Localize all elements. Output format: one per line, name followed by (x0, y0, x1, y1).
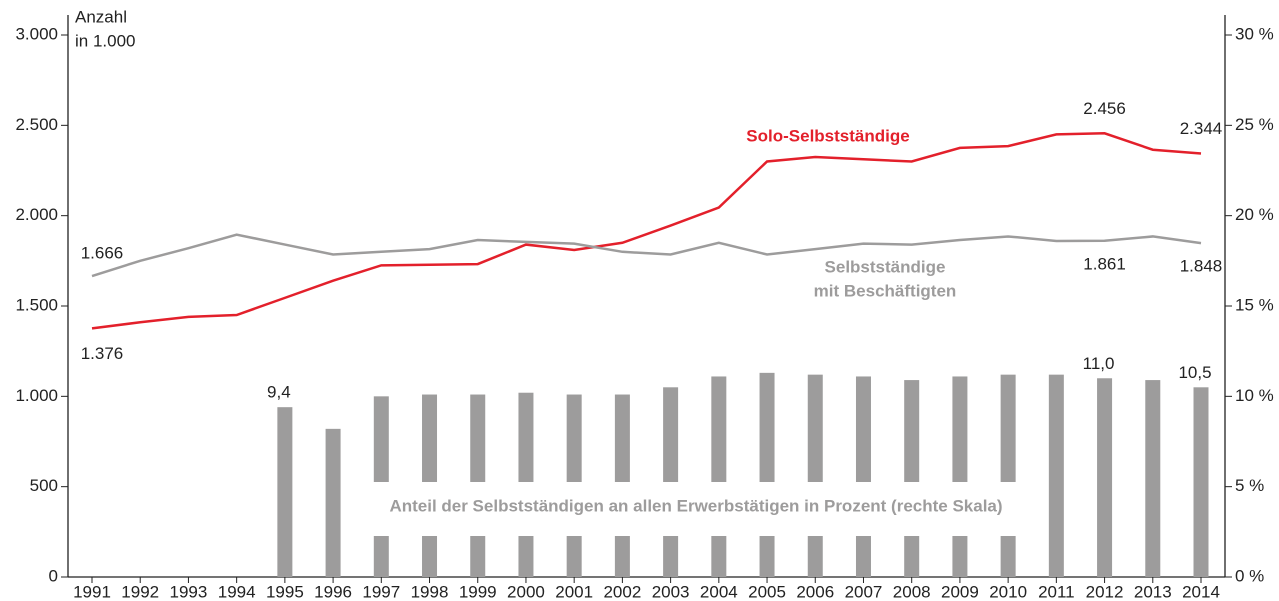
bar (277, 407, 293, 577)
x-tick-label: 1999 (459, 582, 497, 601)
data-label: 1.848 (1180, 257, 1223, 276)
label-background (345, 482, 1030, 536)
x-tick-label: 2011 (1038, 582, 1075, 601)
series-label: Solo-Selbstständige (746, 126, 909, 145)
y-tick-label: 2.000 (15, 205, 58, 224)
x-tick-label: 2014 (1182, 582, 1220, 601)
data-label: 1.666 (81, 243, 124, 262)
line (91, 233, 1202, 278)
series-label: Anteil der Selbstständigen an allen Erwe… (389, 496, 1002, 515)
x-tick-label: 2005 (748, 582, 786, 601)
x-tick-label: 1997 (362, 582, 400, 601)
y2-tick-label: 5 % (1235, 476, 1264, 495)
x-tick-label: 2007 (845, 582, 883, 601)
series-label: Selbstständige (825, 257, 946, 276)
y2-tick-label: 30 % (1235, 24, 1274, 43)
y-tick-label: 500 (30, 476, 58, 495)
bar (855, 376, 871, 577)
x-tick-label: 2010 (989, 582, 1027, 601)
bar (952, 376, 968, 577)
bar (1193, 387, 1209, 577)
bar (1145, 380, 1161, 577)
x-tick-label: 2002 (603, 582, 641, 601)
x-tick-label: 2003 (652, 582, 690, 601)
x-tick-label: 2004 (700, 582, 738, 601)
x-tick-label: 2012 (1086, 582, 1124, 601)
bar (1048, 374, 1064, 577)
bar (711, 376, 727, 577)
y-axis-label: Anzahl (75, 7, 127, 26)
line (91, 132, 1202, 330)
y2-tick-label: 10 % (1235, 386, 1274, 405)
y2-tick-label: 25 % (1235, 115, 1274, 134)
y-tick-label: 3.000 (15, 24, 58, 43)
y2-tick-label: 20 % (1235, 205, 1274, 224)
x-tick-label: 2001 (555, 582, 593, 601)
x-tick-label: 2008 (893, 582, 931, 601)
data-label: 1.861 (1083, 254, 1126, 273)
x-tick-label: 1996 (314, 582, 352, 601)
x-tick-label: 2013 (1134, 582, 1172, 601)
data-label: 1.376 (81, 344, 124, 363)
data-label: 10,5 (1178, 363, 1211, 382)
bar (904, 380, 920, 577)
bar (759, 372, 775, 577)
x-tick-label: 1991 (73, 582, 111, 601)
y2-tick-label: 0 % (1235, 566, 1264, 585)
data-label: 2.456 (1083, 99, 1126, 118)
y-tick-label: 2.500 (15, 115, 58, 134)
x-tick-label: 2009 (941, 582, 979, 601)
x-tick-label: 1995 (266, 582, 304, 601)
y-tick-label: 1.000 (15, 386, 58, 405)
y-tick-label: 1.500 (15, 295, 58, 314)
bar (1000, 374, 1016, 577)
data-label: 9,4 (267, 383, 291, 402)
data-label: 2.344 (1180, 119, 1223, 138)
x-tick-label: 1994 (218, 582, 256, 601)
x-tick-label: 2000 (507, 582, 545, 601)
x-tick-label: 1993 (170, 582, 208, 601)
y-tick-label: 0 (49, 566, 58, 585)
y2-tick-label: 15 % (1235, 295, 1274, 314)
x-tick-label: 1992 (121, 582, 159, 601)
data-label: 11,0 (1083, 354, 1115, 373)
x-tick-label: 1998 (411, 582, 449, 601)
bar (1097, 378, 1113, 577)
x-tick-label: 2006 (796, 582, 834, 601)
y-axis-label: in 1.000 (75, 31, 136, 50)
series-label: mit Beschäftigten (814, 281, 957, 300)
bar (807, 374, 823, 577)
bar (325, 428, 341, 577)
